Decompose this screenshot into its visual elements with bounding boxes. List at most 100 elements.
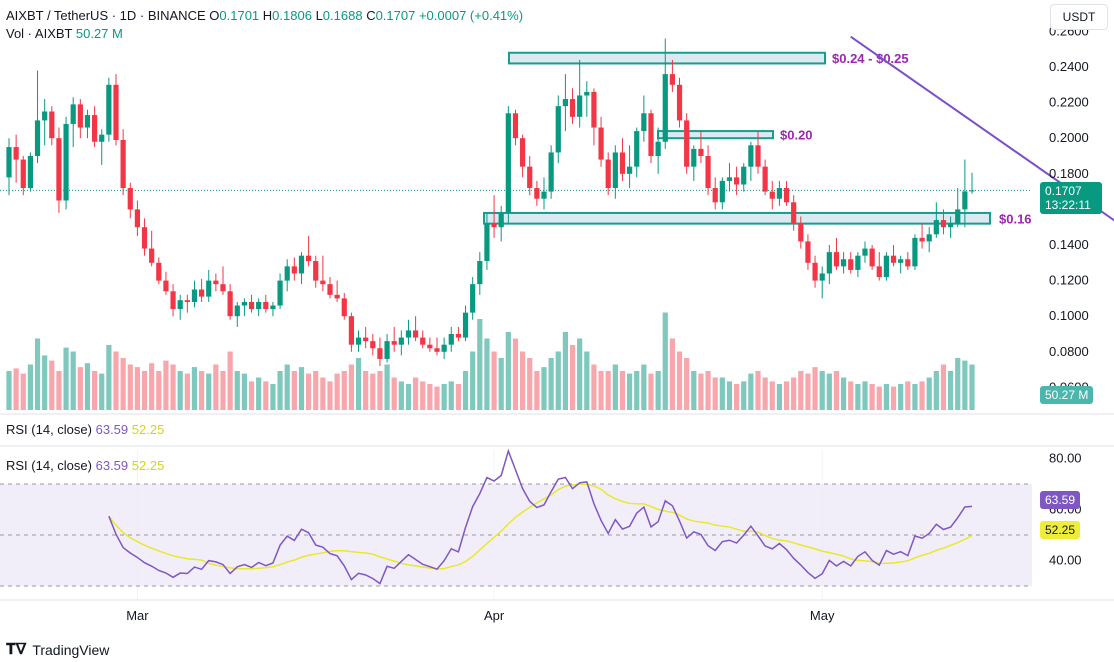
candle-body bbox=[206, 280, 212, 297]
candle-body bbox=[327, 284, 333, 295]
candle-body bbox=[826, 252, 832, 274]
volume-bar bbox=[141, 371, 148, 410]
volume-bar bbox=[520, 351, 526, 410]
candle-body bbox=[926, 234, 932, 242]
symbol-title: AIXBT / TetherUS · 1D · BINANCE bbox=[6, 8, 206, 23]
volume-bar bbox=[634, 371, 640, 410]
rsi-legend-2[interactable]: RSI (14, close) 63.59 52.25 bbox=[6, 458, 164, 473]
volume-bar bbox=[284, 364, 290, 410]
volume-bar bbox=[106, 345, 112, 410]
price-tick-label: 0.1800 bbox=[1049, 166, 1089, 181]
volume-bar bbox=[591, 364, 597, 410]
candle-body bbox=[56, 138, 62, 201]
volume-bar bbox=[883, 384, 889, 410]
volume-bar bbox=[748, 373, 754, 410]
price-tick-label: 0.2200 bbox=[1049, 95, 1089, 110]
volume-label: Vol · AIXBT bbox=[6, 26, 73, 41]
zone-label: $0.16 bbox=[999, 211, 1032, 226]
volume-bar bbox=[562, 332, 568, 410]
volume-bar bbox=[669, 338, 675, 410]
candle-body bbox=[298, 255, 305, 274]
candle-body bbox=[184, 300, 190, 302]
candle-body bbox=[541, 191, 547, 199]
open-label: O bbox=[209, 8, 220, 23]
volume-bar bbox=[334, 373, 340, 410]
rsi-ma-line bbox=[108, 483, 973, 570]
volume-bar bbox=[441, 384, 447, 410]
volume-bar bbox=[969, 364, 975, 410]
volume-bar bbox=[227, 351, 233, 410]
volume-bar bbox=[612, 364, 618, 410]
candle-body bbox=[883, 255, 889, 278]
candle-body bbox=[698, 148, 704, 156]
candle-body bbox=[719, 180, 725, 203]
brand-label: TradingView bbox=[32, 641, 110, 658]
volume-bar bbox=[313, 371, 319, 410]
volume-bar bbox=[484, 338, 490, 410]
candle-body bbox=[734, 177, 740, 185]
tradingview-brand[interactable]: 𝐓∇ TradingView bbox=[6, 641, 109, 658]
volume-bar bbox=[791, 377, 797, 410]
volume-bar bbox=[848, 381, 854, 410]
volume-bar bbox=[905, 381, 911, 410]
volume-bar bbox=[263, 381, 269, 410]
candle-body bbox=[577, 95, 583, 117]
resistance-zone bbox=[508, 51, 826, 65]
volume-bar bbox=[712, 377, 718, 410]
resistance-zone bbox=[657, 130, 774, 140]
candle-body bbox=[741, 166, 747, 185]
candle-body bbox=[812, 262, 818, 281]
candle-body bbox=[755, 145, 761, 167]
candle-body bbox=[420, 337, 426, 345]
rsi-tick-label: 40.00 bbox=[1049, 553, 1082, 568]
candle-body bbox=[42, 111, 48, 121]
price-tick-label: 0.1000 bbox=[1049, 308, 1089, 323]
candle-body bbox=[527, 166, 533, 189]
volume-bar bbox=[298, 367, 305, 410]
rsi-legend-1[interactable]: RSI (14, close) 63.59 52.25 bbox=[6, 422, 164, 437]
candle-body bbox=[705, 156, 711, 189]
candle-body bbox=[377, 348, 383, 359]
volume-bar bbox=[63, 347, 69, 410]
rsi-ma-legend-value: 52.25 bbox=[131, 422, 165, 437]
volume-bar bbox=[398, 381, 404, 410]
volume-bar bbox=[462, 371, 469, 410]
volume-bar bbox=[598, 371, 604, 410]
volume-bar bbox=[855, 384, 861, 410]
candle-body bbox=[241, 301, 247, 306]
currency-unit-button[interactable]: USDT bbox=[1050, 4, 1108, 30]
volume-bar bbox=[127, 364, 133, 410]
candle-body bbox=[177, 300, 183, 310]
candle-body bbox=[405, 330, 412, 338]
candlesticks bbox=[6, 38, 975, 367]
candle-body bbox=[748, 145, 754, 167]
candle-body bbox=[391, 341, 397, 345]
candle-body bbox=[20, 159, 26, 189]
candle-body bbox=[776, 188, 782, 199]
candle-body bbox=[199, 289, 205, 297]
candle-body bbox=[619, 152, 626, 174]
candle-body bbox=[441, 344, 447, 352]
volume-bar bbox=[170, 364, 176, 410]
volume-bar bbox=[940, 364, 947, 410]
volume-bar bbox=[27, 364, 33, 410]
candle-body bbox=[263, 301, 269, 310]
volume-bar bbox=[783, 381, 790, 410]
candle-body bbox=[13, 147, 19, 160]
candle-body bbox=[470, 284, 476, 313]
volume-bar bbox=[320, 377, 326, 410]
volume-bar bbox=[577, 338, 583, 410]
candle-body bbox=[234, 305, 240, 317]
symbol-header: AIXBT / TetherUS · 1D · BINANCE O0.1701 … bbox=[6, 8, 523, 23]
candle-body bbox=[905, 259, 911, 267]
volume-bar bbox=[698, 373, 704, 410]
volume-bar bbox=[676, 351, 683, 410]
candle-body bbox=[49, 111, 55, 139]
volume-bar bbox=[826, 373, 832, 410]
volume-bar bbox=[156, 371, 162, 410]
volume-bar bbox=[912, 384, 918, 410]
candle-body bbox=[270, 305, 276, 310]
candle-body bbox=[762, 166, 768, 192]
volume-bar bbox=[584, 351, 590, 410]
